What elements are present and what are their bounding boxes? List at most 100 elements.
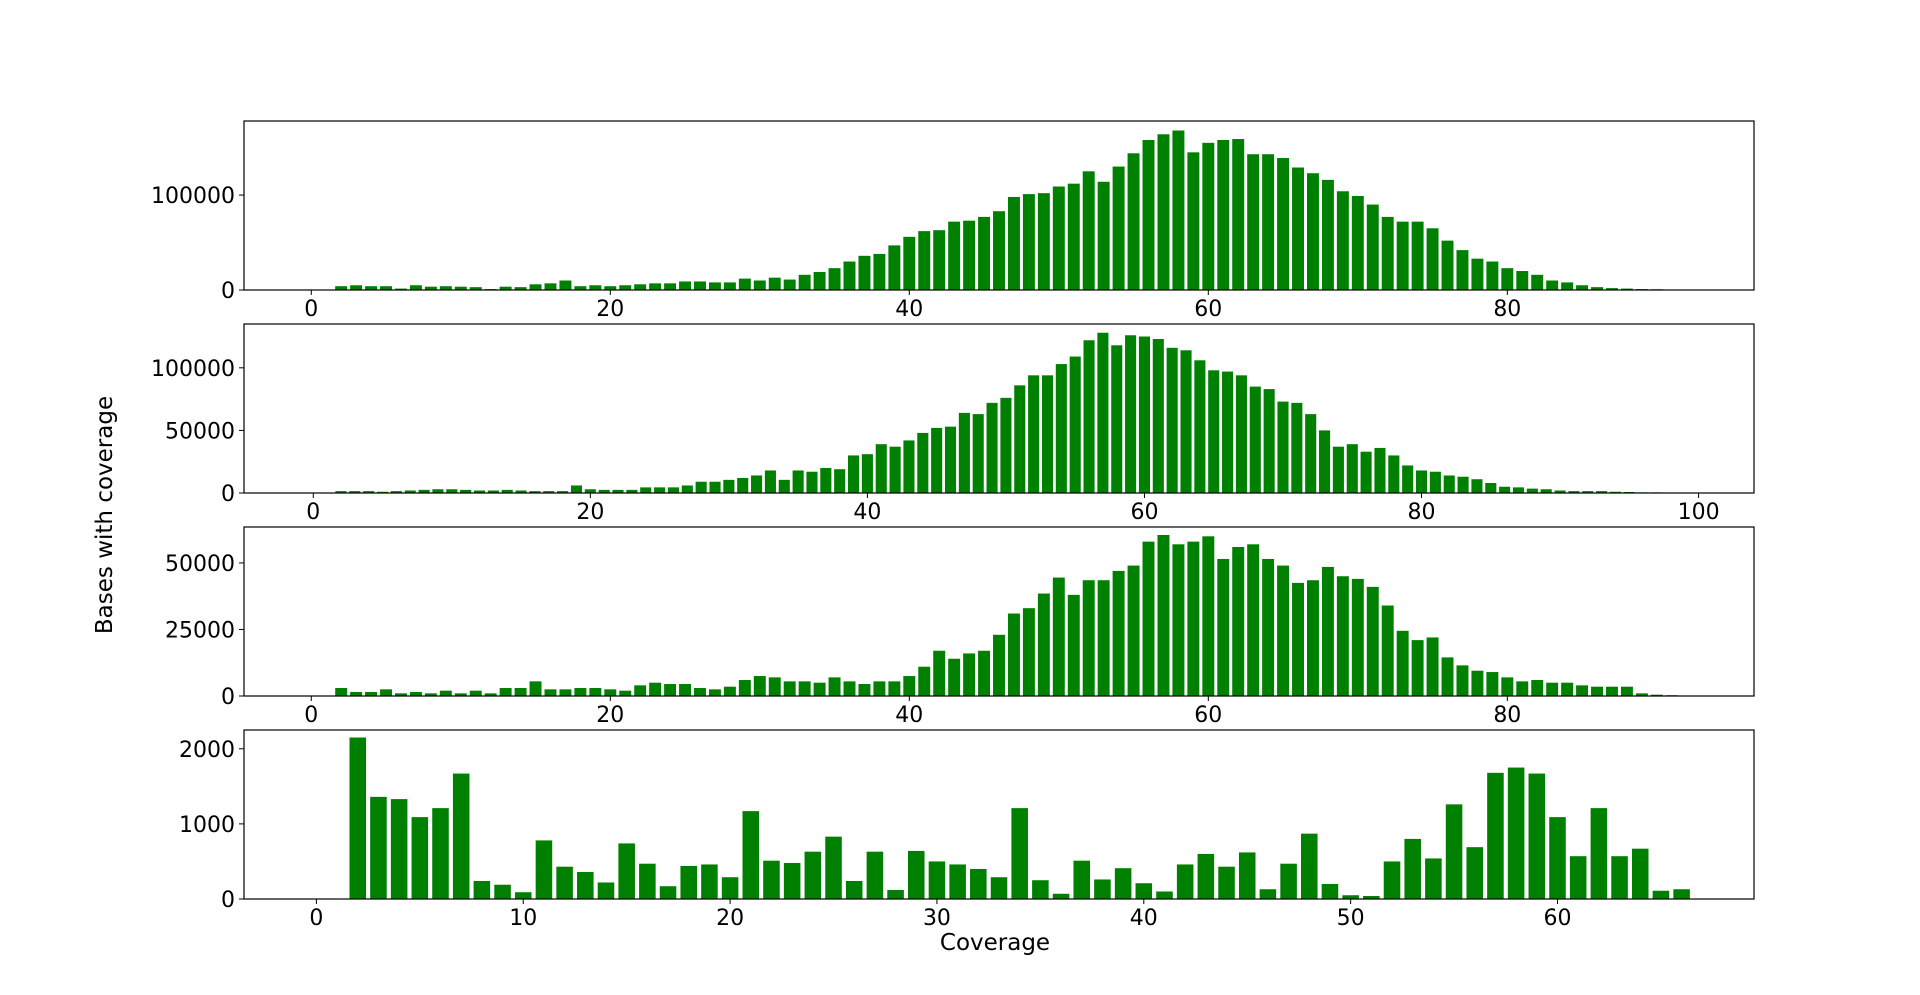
bar <box>1291 402 1303 493</box>
bar <box>1083 340 1095 493</box>
bar <box>335 688 348 696</box>
bar <box>1568 491 1580 493</box>
bar <box>695 481 707 493</box>
bar <box>694 688 706 696</box>
bar <box>619 690 632 696</box>
bar <box>1180 350 1192 493</box>
bar <box>1569 856 1587 899</box>
bar <box>843 681 856 696</box>
bar <box>843 261 856 290</box>
bar <box>1007 196 1020 290</box>
bar <box>1457 476 1469 493</box>
bar <box>1512 487 1525 493</box>
bar <box>1125 335 1137 493</box>
bars <box>335 534 1678 696</box>
bar <box>1635 693 1648 696</box>
bar <box>529 284 542 290</box>
bar <box>634 284 647 290</box>
bar <box>1022 194 1035 290</box>
bar <box>723 686 736 696</box>
y-tick-label: 100000 <box>151 184 235 209</box>
plot-frame <box>243 323 1755 494</box>
bar <box>1073 860 1091 899</box>
x-tick-label: 20 <box>596 297 624 322</box>
bar <box>1082 580 1095 696</box>
bar <box>473 880 491 899</box>
bar <box>1605 686 1618 696</box>
bar <box>1157 134 1170 290</box>
bar <box>970 868 987 899</box>
bar <box>1429 471 1441 493</box>
bar <box>1445 804 1463 899</box>
bar <box>1652 890 1670 899</box>
bar <box>1208 370 1220 493</box>
y-axis-label: Bases with coverage <box>92 396 118 634</box>
bar <box>783 862 801 899</box>
bar <box>380 689 393 696</box>
bar <box>1531 274 1544 290</box>
bar <box>804 851 822 899</box>
bar <box>903 236 916 290</box>
bar <box>1202 536 1215 696</box>
bar <box>768 677 781 696</box>
bar <box>680 865 697 899</box>
bar <box>634 685 647 696</box>
bar <box>903 676 916 696</box>
y-tick-label: 50000 <box>165 552 235 577</box>
bar <box>499 286 512 290</box>
bar <box>1037 193 1050 290</box>
bar <box>1321 883 1339 899</box>
x-tick-label: 0 <box>309 906 323 931</box>
bar <box>363 491 375 493</box>
bar <box>918 666 931 696</box>
bar <box>858 255 871 290</box>
bar <box>559 280 572 290</box>
bar <box>1342 895 1359 899</box>
bar <box>993 211 1005 290</box>
bar <box>1028 375 1040 493</box>
bar <box>1561 282 1574 290</box>
bar <box>948 221 961 290</box>
bar <box>1381 216 1394 290</box>
bar <box>933 230 946 290</box>
bar <box>1202 142 1215 290</box>
bar <box>1404 838 1421 899</box>
bar <box>1650 694 1663 696</box>
bar <box>1022 608 1035 696</box>
bar <box>721 877 739 899</box>
bar <box>349 737 367 899</box>
bar <box>1319 430 1331 493</box>
bar <box>664 684 677 696</box>
bar <box>1411 640 1424 696</box>
bar <box>1383 861 1401 899</box>
bar <box>888 245 901 290</box>
x-tick-label: 40 <box>895 703 923 728</box>
bar <box>931 427 943 493</box>
bar <box>1247 544 1260 696</box>
bar <box>612 489 624 493</box>
bar <box>978 650 991 696</box>
bar <box>679 281 692 290</box>
bar <box>1127 153 1140 290</box>
x-tick-label: 80 <box>1493 703 1521 728</box>
bar <box>1591 287 1603 290</box>
bar <box>1055 364 1067 493</box>
bar <box>544 689 557 696</box>
bar <box>694 281 706 290</box>
bar <box>484 693 497 696</box>
bar <box>424 693 437 696</box>
bar <box>1194 360 1206 493</box>
bar <box>948 658 961 696</box>
bar <box>1114 868 1132 899</box>
bar <box>1138 336 1150 493</box>
bar <box>1620 686 1633 696</box>
bar <box>574 286 587 290</box>
x-tick-label: 60 <box>1130 500 1158 525</box>
x-tick-label: 20 <box>576 500 604 525</box>
bar <box>667 487 679 493</box>
bar <box>1187 152 1200 290</box>
bar <box>1305 414 1317 493</box>
bar <box>1516 271 1529 290</box>
x-tick-label: 20 <box>716 906 744 931</box>
bar <box>626 489 638 493</box>
